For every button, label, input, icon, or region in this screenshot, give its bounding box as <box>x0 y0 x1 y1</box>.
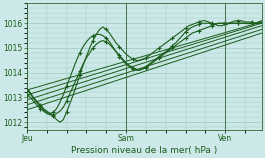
X-axis label: Pression niveau de la mer( hPa ): Pression niveau de la mer( hPa ) <box>71 146 217 155</box>
